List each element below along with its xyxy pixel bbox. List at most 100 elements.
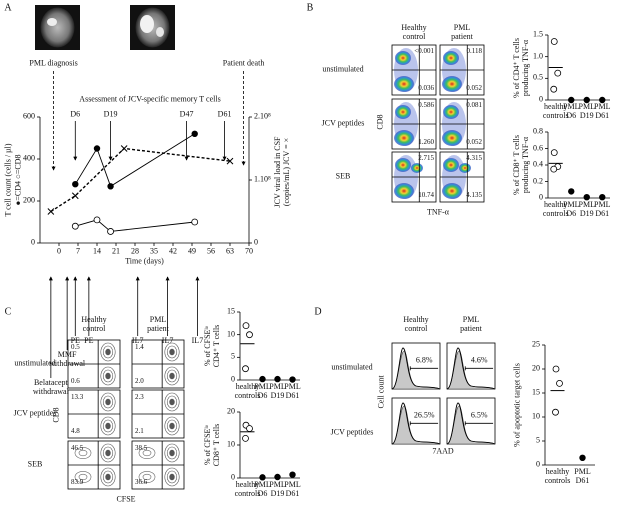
- gate-value: 6.8%: [415, 355, 433, 365]
- contour: [166, 419, 178, 433]
- density: [395, 158, 411, 172]
- event-label: PE: [84, 336, 94, 345]
- point: [550, 149, 558, 157]
- contour: [169, 449, 175, 457]
- x-tick-label: PML D19: [269, 382, 286, 400]
- density: [442, 130, 462, 146]
- density: [443, 51, 459, 65]
- contour: [100, 443, 116, 463]
- y-tick-label: 0.4: [533, 159, 543, 169]
- legend: ●=CD4 ○=CD8: [13, 154, 23, 206]
- y-tick-label: 20: [227, 406, 235, 416]
- contour: [105, 398, 111, 406]
- y-axis-label: Cell count: [376, 375, 386, 409]
- timepoint-label: D6: [70, 109, 81, 119]
- y-axis-label: T cell count (cells / µl): [3, 143, 13, 217]
- quadrant-value: 0.586: [418, 101, 434, 110]
- point: [259, 375, 266, 383]
- density: [459, 163, 471, 173]
- x-tick-label: 35: [150, 246, 158, 256]
- contour: [169, 473, 175, 481]
- x-tick-label: PML D6: [563, 200, 580, 218]
- quadrant-value: 0.5: [71, 343, 80, 352]
- quadrant-value: 0.052: [466, 84, 482, 93]
- contour: [169, 348, 175, 356]
- point: [107, 183, 114, 190]
- y-axis-label: CD8: [51, 407, 61, 423]
- contour: [166, 369, 178, 383]
- row-label: unstimulated: [14, 358, 56, 368]
- event-label: PE: [70, 336, 80, 345]
- density: [395, 51, 411, 65]
- x-tick-label: PML D61: [594, 200, 611, 218]
- series-line: [50, 147, 231, 213]
- x-axis-label: TNF-α: [427, 207, 449, 217]
- quadrant-value: 2.0: [135, 377, 144, 386]
- quadrant-value: 4.315: [466, 154, 482, 163]
- point: [599, 193, 606, 201]
- contour: [164, 443, 180, 463]
- x-tick-label: 21: [112, 246, 120, 256]
- event-label: IL7: [161, 336, 174, 345]
- contour: [166, 446, 178, 460]
- contour: [102, 395, 114, 409]
- contour: [169, 372, 175, 380]
- point: [289, 471, 296, 478]
- panel-label: B: [306, 2, 314, 14]
- contour: [102, 419, 114, 433]
- density: [442, 76, 462, 92]
- event-label: MMF withdrawal: [49, 350, 86, 368]
- x-tick-label: 42: [169, 246, 177, 256]
- contour: [138, 447, 156, 459]
- contour: [169, 422, 175, 430]
- x-tick-label: 0: [57, 246, 61, 256]
- x-tick-label: PML D6: [563, 102, 580, 120]
- point: [274, 473, 281, 481]
- quadrant-value: 46.5: [71, 444, 84, 453]
- quadrant-value: 0.036: [418, 84, 434, 93]
- point: [289, 376, 296, 383]
- annotation: Patient death: [222, 58, 265, 68]
- contour: [100, 342, 116, 362]
- contour: [74, 471, 92, 483]
- contour: [105, 422, 111, 430]
- contour: [102, 369, 114, 383]
- quadrant-value: 4.135: [466, 191, 482, 200]
- quadrant-value: 10.74: [418, 191, 434, 200]
- density: [394, 76, 414, 92]
- y-tick-label: 0.5: [533, 72, 543, 82]
- contour: [102, 345, 114, 359]
- panel-label: C: [4, 306, 12, 318]
- quadrant-value: 0.6: [71, 377, 80, 386]
- point: [93, 216, 101, 224]
- mri-lesion: [47, 18, 57, 26]
- y-axis-label: % of apoptotic target cells: [512, 363, 522, 447]
- y-tick-label: 0: [539, 94, 543, 104]
- x-tick-label: PML D6: [254, 382, 271, 400]
- timepoint-label: D47: [179, 109, 194, 119]
- point: [274, 375, 281, 383]
- timepoint-label: D61: [217, 109, 232, 119]
- quadrant-value: 0.081: [466, 101, 482, 110]
- point: [568, 188, 575, 195]
- y-tick-label: 0: [231, 374, 235, 384]
- contour: [100, 392, 116, 412]
- contour: [164, 392, 180, 412]
- y-tick-label: 20: [532, 363, 540, 373]
- quadrant-value: 2.3: [135, 393, 144, 402]
- point: [71, 222, 79, 230]
- quadrant-value: <0.001: [414, 47, 434, 56]
- contour: [166, 470, 178, 484]
- contour: [100, 366, 116, 386]
- quadrant-value: 83.9: [71, 478, 84, 487]
- point: [583, 193, 590, 201]
- gate-value: 26.5%: [413, 410, 435, 420]
- density: [442, 183, 462, 199]
- x-tick-label: 49: [188, 246, 196, 256]
- density: [395, 105, 411, 119]
- x-tick-label: healthy controls: [234, 382, 261, 400]
- contour: [166, 345, 178, 359]
- x-tick-label: healthy controls: [234, 480, 261, 498]
